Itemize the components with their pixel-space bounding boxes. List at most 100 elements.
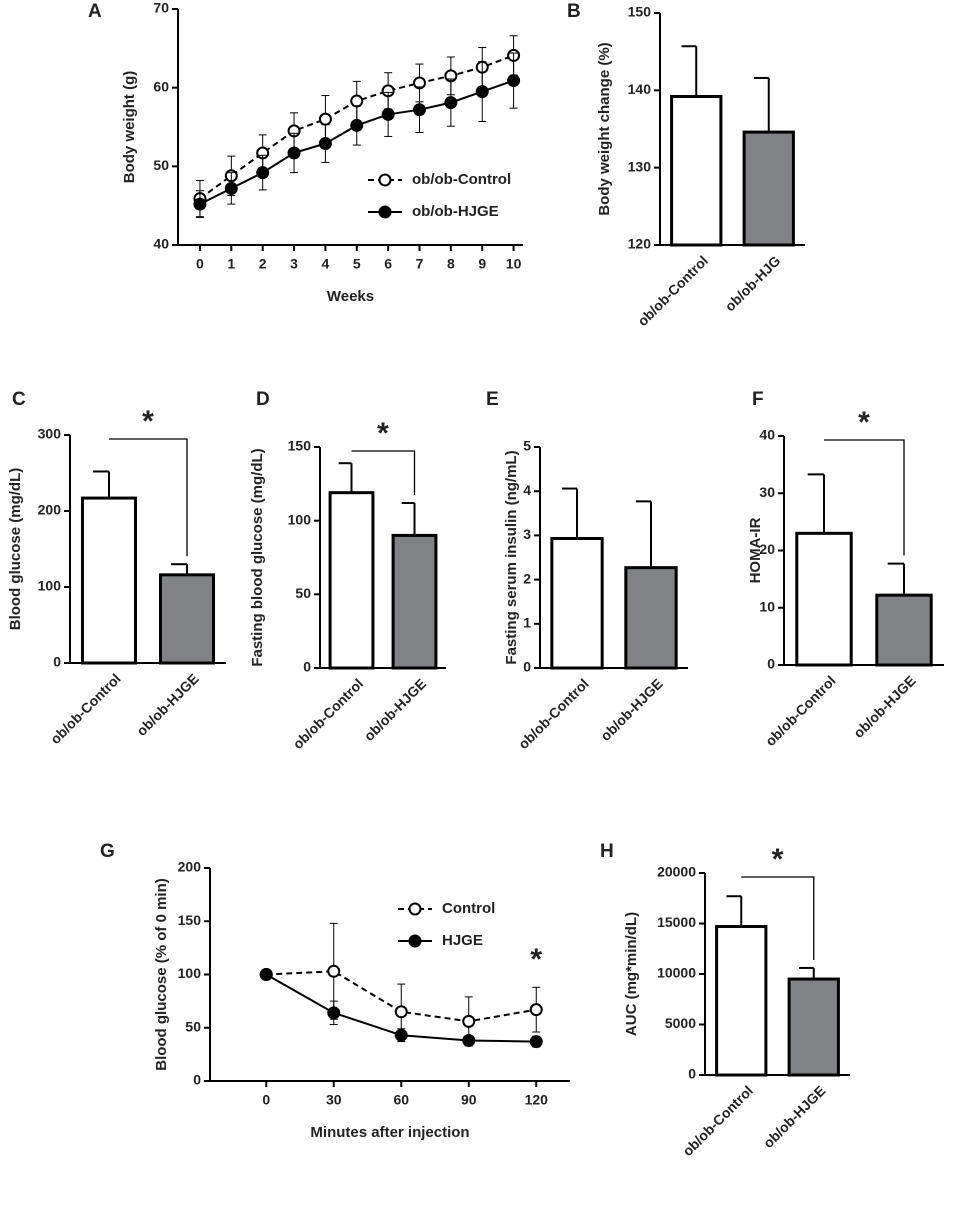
legend-marker xyxy=(378,205,392,219)
y-tick-label: 70 xyxy=(153,0,169,16)
y-tick-label: 15000 xyxy=(657,914,696,930)
y-axis-label: Body weight (g) xyxy=(121,71,138,184)
y-tick-label: 0 xyxy=(523,659,531,675)
marker xyxy=(529,1003,543,1017)
marker xyxy=(259,968,273,981)
bar xyxy=(624,566,678,670)
marker xyxy=(444,96,458,110)
panel-letter: B xyxy=(567,1,581,22)
y-axis-label: Blood glucose (mg/dL) xyxy=(7,468,24,631)
y-tick-label: 1 xyxy=(523,615,531,631)
annotation: * xyxy=(772,843,784,876)
y-tick-label: 20 xyxy=(759,541,775,557)
x-tick-label: 30 xyxy=(326,1092,342,1108)
x-tick-label: ob/ob-HJGE xyxy=(361,675,430,744)
x-tick-label: 0 xyxy=(262,1092,270,1108)
y-tick-label: 40 xyxy=(759,427,775,443)
x-tick-label: ob/ob-HJGE xyxy=(850,672,919,741)
marker xyxy=(224,181,238,195)
panel-letter: G xyxy=(100,841,115,862)
legend-label: ob/ob-Control xyxy=(412,171,511,188)
bar xyxy=(795,531,853,667)
marker xyxy=(256,166,270,180)
significance-bracket xyxy=(741,876,815,960)
y-tick-label: 0 xyxy=(767,656,775,672)
significance-bracket xyxy=(109,438,188,557)
y-axis-label: HOMA-IR xyxy=(747,517,764,583)
y-axis-label: Body weight change (%) xyxy=(596,42,613,215)
y-tick-label: 30 xyxy=(759,484,775,500)
y-tick-label: 130 xyxy=(628,158,652,174)
marker xyxy=(327,964,341,978)
legend-label: Control xyxy=(442,900,495,917)
x-axis-label: Weeks xyxy=(327,288,374,305)
annotation: * xyxy=(377,417,389,450)
marker xyxy=(327,1006,341,1020)
marker xyxy=(381,107,395,121)
bar xyxy=(328,491,375,670)
x-tick-label: ob/ob-Control xyxy=(289,675,366,752)
annotation: * xyxy=(530,943,542,976)
y-tick-label: 200 xyxy=(178,859,202,875)
y-tick-label: 140 xyxy=(628,81,652,97)
y-tick-label: 5000 xyxy=(665,1015,696,1031)
x-tick-label: 6 xyxy=(384,256,392,272)
y-tick-label: 5 xyxy=(523,438,531,454)
panel-letter: E xyxy=(486,389,499,410)
y-tick-label: 0 xyxy=(193,1072,201,1088)
marker xyxy=(507,74,521,88)
x-tick-label: 60 xyxy=(393,1092,409,1108)
y-tick-label: 50 xyxy=(153,157,169,173)
marker xyxy=(193,197,207,211)
bar xyxy=(670,95,723,247)
marker xyxy=(394,1028,408,1042)
marker xyxy=(462,1034,476,1048)
marker xyxy=(350,94,364,108)
legend-label: HJGE xyxy=(442,932,483,949)
marker xyxy=(287,146,301,160)
legend-marker xyxy=(378,173,392,187)
x-tick-label: ob/ob-Control xyxy=(679,1082,756,1159)
y-tick-label: 150 xyxy=(628,4,652,20)
panel-letter: H xyxy=(600,841,614,862)
marker xyxy=(394,1005,408,1019)
marker xyxy=(462,1014,476,1028)
x-tick-label: 120 xyxy=(525,1092,549,1108)
marker xyxy=(413,103,426,117)
y-tick-label: 150 xyxy=(178,912,202,928)
bar xyxy=(787,977,840,1077)
series-line xyxy=(266,970,537,1023)
marker xyxy=(350,118,364,132)
x-tick-label: 7 xyxy=(416,256,424,272)
legend-marker xyxy=(408,934,422,948)
y-tick-label: 3 xyxy=(523,526,531,542)
x-tick-label: ob/ob-HJG xyxy=(722,252,784,314)
y-tick-label: 300 xyxy=(38,426,62,442)
significance-bracket xyxy=(824,439,905,556)
y-tick-label: 0 xyxy=(303,659,311,675)
y-tick-label: 0 xyxy=(53,654,61,670)
y-tick-label: 50 xyxy=(295,585,311,601)
bar xyxy=(875,593,933,667)
y-axis-label: Blood glucose (% of 0 min) xyxy=(153,878,170,1071)
marker xyxy=(318,112,332,126)
bar xyxy=(158,573,216,665)
bar xyxy=(550,536,604,670)
panel-letter: C xyxy=(12,389,26,410)
significance-bracket xyxy=(351,450,416,495)
bar xyxy=(715,925,768,1077)
x-tick-label: 90 xyxy=(461,1092,477,1108)
x-axis-label: Minutes after injection xyxy=(310,1124,469,1141)
annotation: * xyxy=(858,406,870,439)
x-tick-label: ob/ob-HJGE xyxy=(597,675,666,744)
y-axis-label: Fasting blood glucose (mg/dL) xyxy=(249,448,266,666)
y-axis-label: AUC (mg*min/dL) xyxy=(623,912,640,1036)
y-tick-label: 100 xyxy=(38,578,62,594)
x-tick-label: ob/ob-HJGE xyxy=(760,1082,829,1151)
y-tick-label: 10 xyxy=(759,598,775,614)
legend-marker xyxy=(408,902,422,916)
bar xyxy=(742,130,795,247)
panel-letter: D xyxy=(256,389,270,410)
y-axis-label: Fasting serum insulin (ng/mL) xyxy=(503,450,520,664)
marker xyxy=(318,137,332,151)
